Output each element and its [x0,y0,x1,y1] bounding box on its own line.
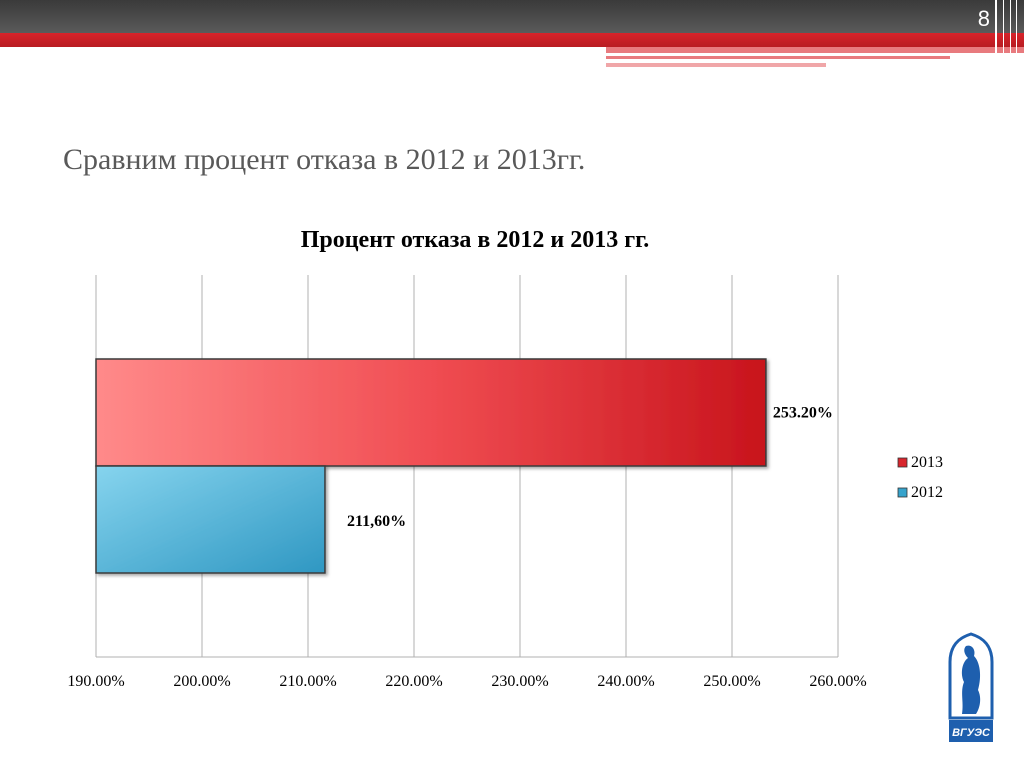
university-logo: ВГУЭС [948,632,994,742]
x-tick-label-210: 210.00% [279,673,336,690]
logo-text: ВГУЭС [952,727,991,739]
x-tick-label-250: 250.00% [703,673,760,690]
x-tick-label-190: 190.00% [67,673,124,690]
x-tick-labels: 190.00% 200.00% 210.00% 220.00% 230.00% 240.0… [67,673,866,690]
decor-vline-1 [995,0,997,68]
legend-swatch-2013 [897,457,908,468]
x-tick-label-200: 200.00% [173,673,230,690]
bars: 253.20% 211,60% [95,358,833,574]
chart-title: Процент отказа в 2012 и 2013 гг. [300,227,650,253]
data-label-2012: 211,60% [347,513,406,530]
bar-2013 [95,358,767,467]
top-red-band [0,33,1024,47]
x-tick-label-220: 220.00% [385,673,442,690]
data-label-2013: 253.20% [773,405,833,422]
bar-chart: 253.20% 211,60% 190.00% 200.00% 210.00% 220.… [67,275,943,690]
slide-number: 8 [977,6,990,31]
decor-vline-2 [1003,0,1004,68]
decor-stripe-2 [606,56,950,59]
decor-vline-4 [1016,0,1017,68]
slide-heading: Сравним процент отказа в 2012 и 2013гг. [63,143,586,176]
x-tick-label-260: 260.00% [809,673,866,690]
decor-vline-3 [1010,0,1011,68]
bar-2012 [95,465,326,574]
legend: 2013 2012 [897,454,943,501]
legend-label-2012: 2012 [911,484,943,501]
legend-swatch-2012 [897,487,908,498]
top-dark-bar [0,0,1024,33]
decor-stripe-3 [606,63,826,67]
x-tick-label-230: 230.00% [491,673,548,690]
legend-label-2013: 2013 [911,454,943,471]
x-tick-label-240: 240.00% [597,673,654,690]
decor-stripe-1 [606,47,1024,53]
